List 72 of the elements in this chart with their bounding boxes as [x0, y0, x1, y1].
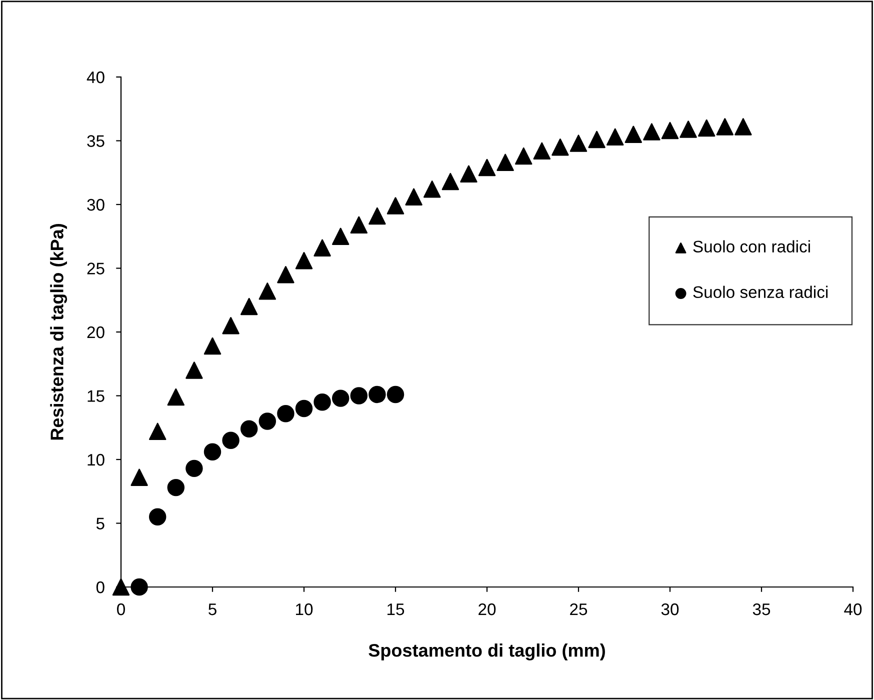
point	[314, 239, 331, 256]
point	[112, 578, 130, 596]
point	[734, 118, 752, 136]
x-axis-title: Spostamento di taglio (mm)	[368, 644, 605, 660]
point	[533, 142, 551, 160]
x-tick-label: 5	[208, 604, 216, 616]
point	[496, 154, 514, 172]
x-tick-label: 40	[844, 603, 862, 616]
point	[314, 394, 331, 411]
point	[222, 317, 240, 334]
point	[332, 228, 350, 245]
x-tick-label: 35	[752, 603, 770, 616]
point	[295, 252, 313, 270]
point	[350, 387, 368, 404]
point	[423, 180, 441, 198]
legend-label: Suolo senza radici	[693, 286, 828, 298]
point	[277, 404, 294, 422]
point	[570, 134, 588, 152]
point	[148, 508, 166, 526]
y-tick-label: 20	[87, 326, 104, 338]
point	[222, 432, 240, 449]
point	[643, 123, 660, 140]
point	[716, 118, 734, 136]
y-tick-label: 40	[86, 71, 104, 84]
y-tick-label: 35	[87, 135, 104, 147]
point	[130, 468, 148, 486]
legend-label: Suolo con radici	[693, 240, 810, 253]
point	[405, 188, 422, 206]
point	[368, 207, 386, 225]
point	[698, 119, 716, 137]
point	[606, 128, 624, 146]
x-tick-label: 25	[570, 603, 588, 616]
point	[386, 386, 404, 404]
y-tick-label: 30	[87, 198, 104, 211]
point	[661, 122, 679, 140]
point	[240, 298, 258, 316]
y-tick-label: 5	[96, 518, 104, 530]
point	[277, 266, 294, 284]
point	[295, 400, 313, 418]
x-tick-label: 10	[296, 603, 313, 616]
point	[167, 478, 185, 496]
y-tick-label: 0	[96, 581, 104, 594]
x-tick-label: 15	[388, 604, 404, 616]
point	[350, 216, 368, 234]
point	[368, 386, 386, 404]
point	[186, 460, 203, 478]
point	[680, 120, 697, 138]
point	[204, 443, 222, 460]
y-tick-label: 15	[88, 390, 104, 402]
point	[460, 165, 478, 183]
x-tick-label: 20	[478, 603, 496, 616]
point	[167, 388, 185, 406]
point	[478, 158, 496, 176]
point	[386, 197, 404, 214]
point	[552, 138, 569, 156]
point	[514, 147, 532, 165]
y-axis-title: Resistenza di taglio (kPa)	[50, 224, 68, 440]
point	[148, 422, 166, 440]
y-tick-label: 10	[88, 454, 104, 466]
point	[240, 420, 258, 438]
y-tick-label: 25	[87, 262, 104, 274]
point	[258, 412, 276, 430]
point	[442, 172, 460, 190]
point	[588, 130, 606, 148]
x-tick-label: 30	[661, 603, 679, 616]
x-tick-label: 0	[117, 603, 125, 616]
point	[332, 390, 350, 407]
point	[624, 126, 642, 143]
point	[130, 578, 148, 596]
point	[186, 362, 203, 379]
point	[258, 282, 276, 300]
point	[204, 337, 222, 355]
